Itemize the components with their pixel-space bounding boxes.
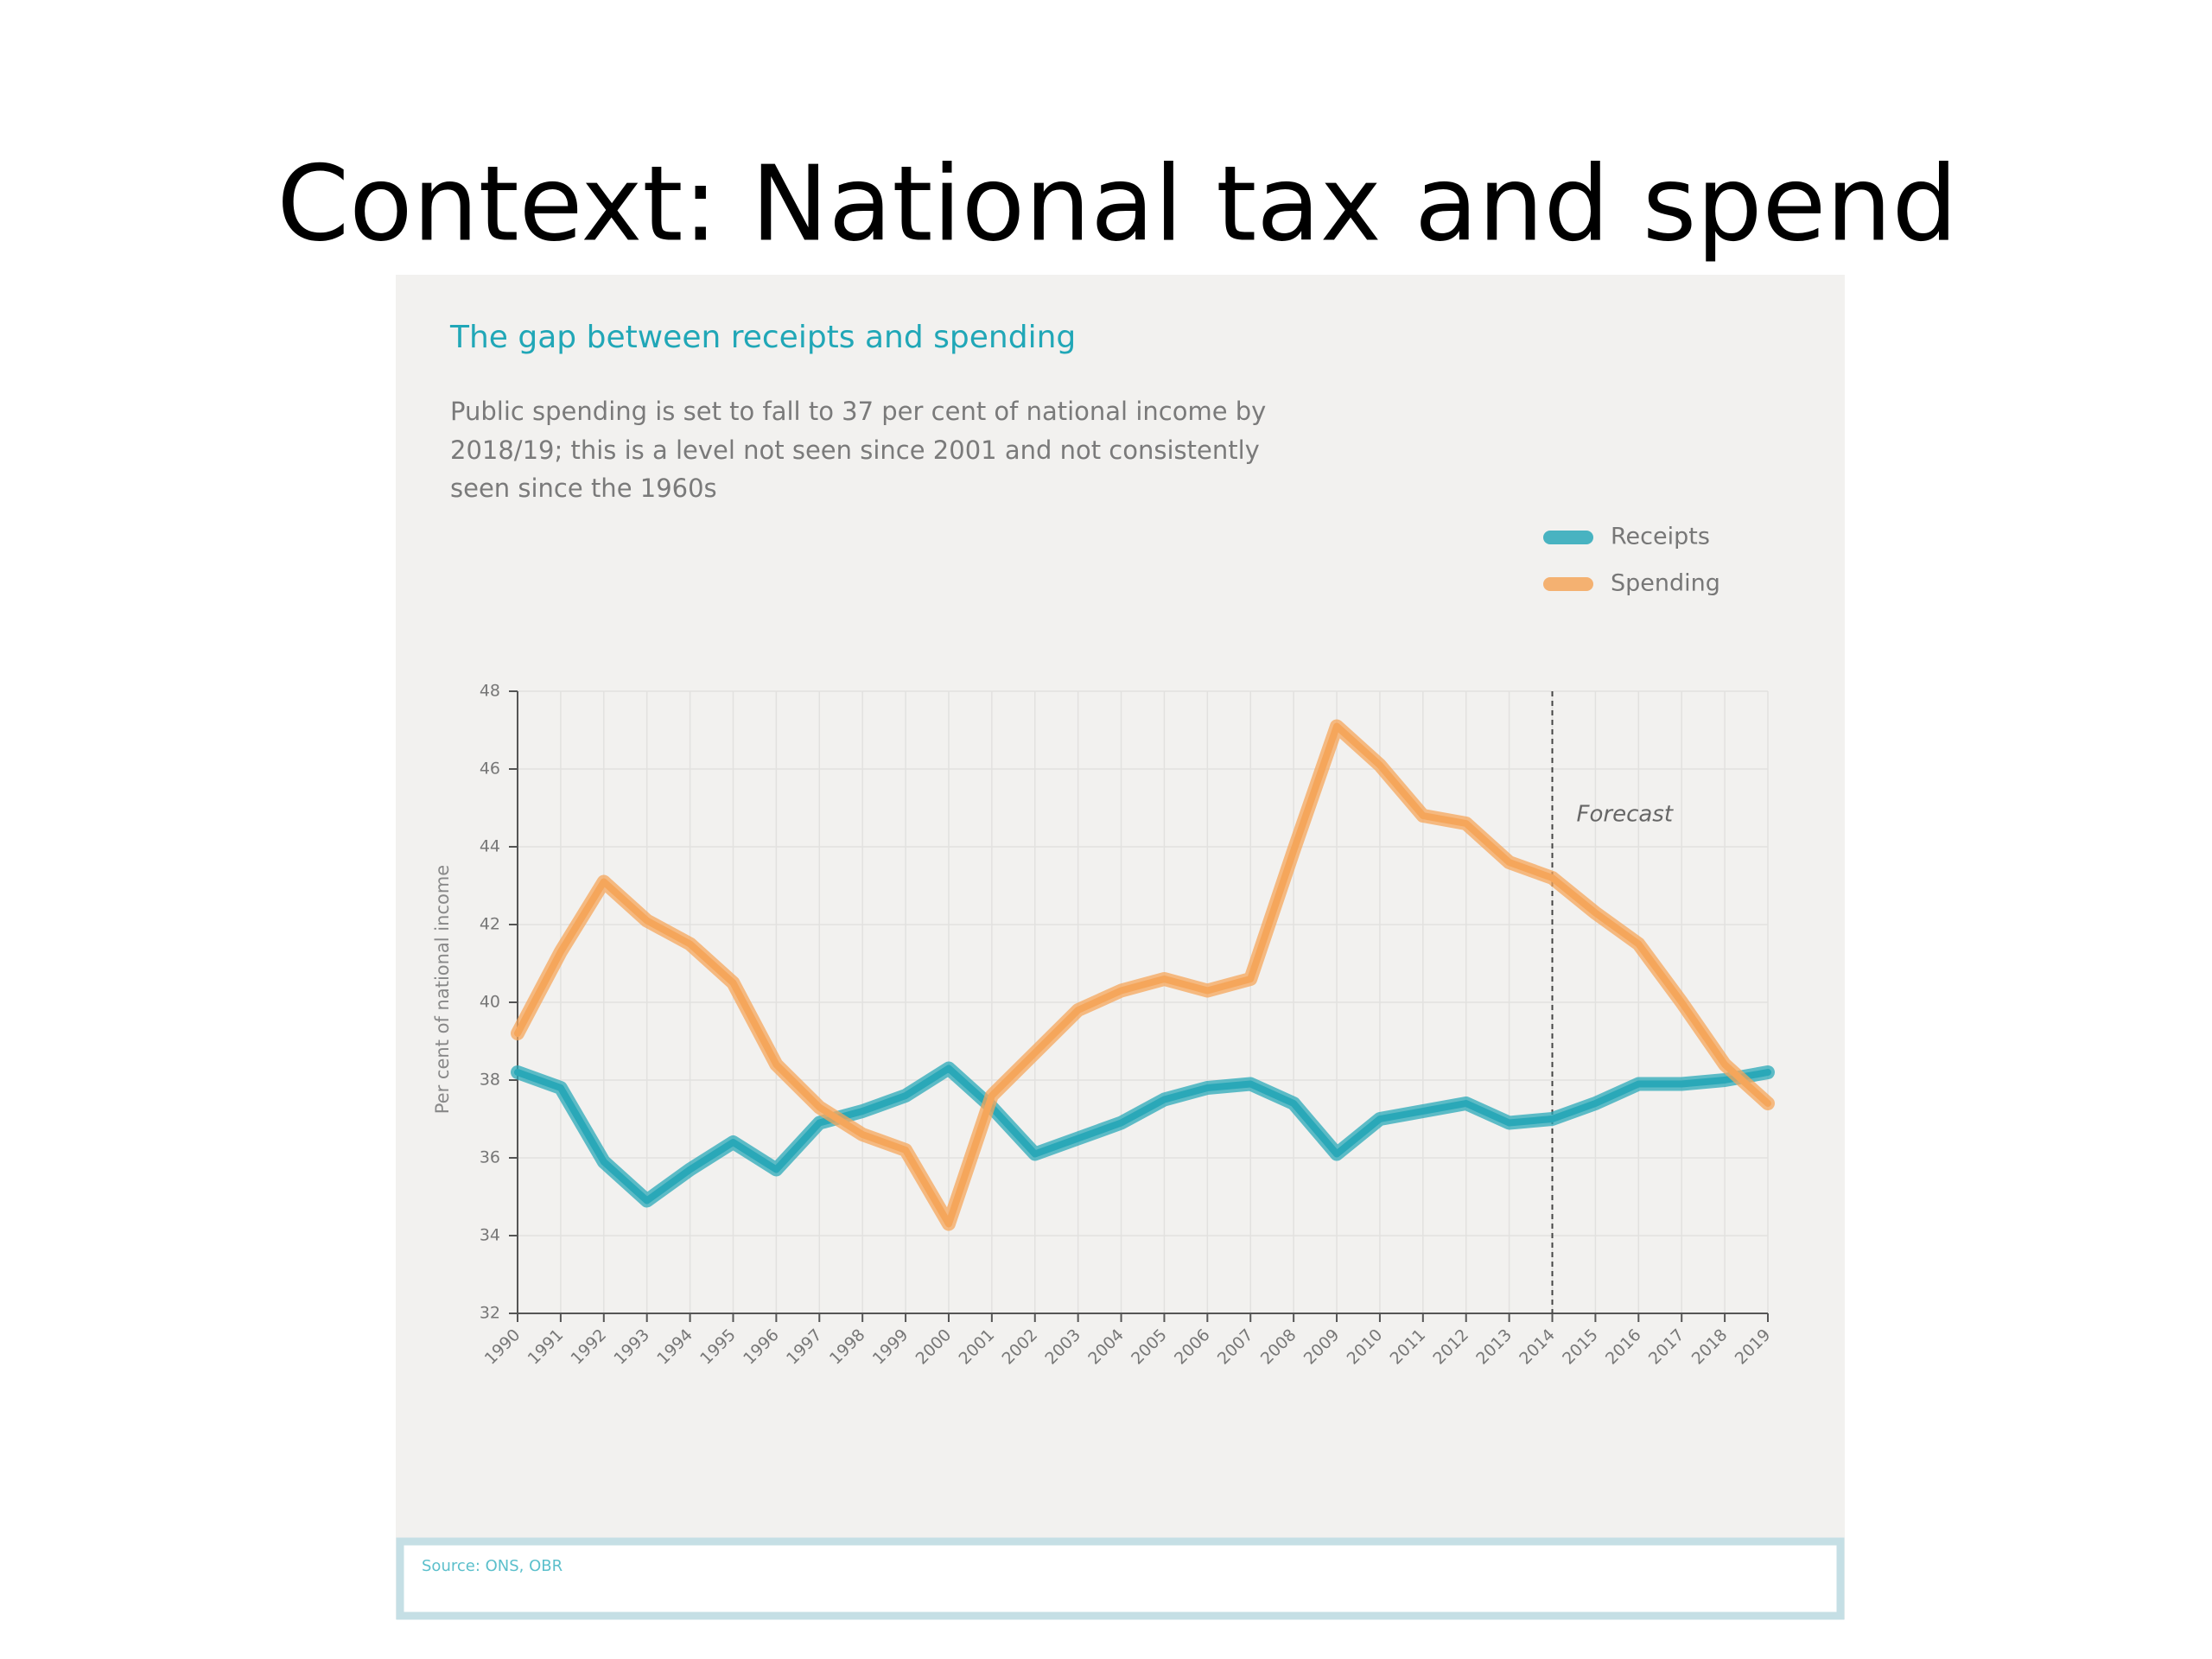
chart-subtitle: Public spending is set to fall to 37 per… bbox=[450, 397, 1266, 426]
y-tick-label: 44 bbox=[480, 837, 500, 856]
y-tick-label: 46 bbox=[480, 760, 500, 779]
y-tick-label: 40 bbox=[480, 993, 500, 1012]
legend-label: Spending bbox=[1611, 570, 1720, 597]
chart-title: The gap between receipts and spending bbox=[449, 320, 1076, 355]
y-tick-label: 38 bbox=[480, 1071, 500, 1090]
forecast-label: Forecast bbox=[1577, 802, 1674, 828]
y-axis-label: Per cent of national income bbox=[432, 865, 453, 1114]
y-tick-label: 34 bbox=[480, 1226, 500, 1245]
legend-label: Receipts bbox=[1611, 524, 1710, 550]
source-box bbox=[396, 1537, 1845, 1620]
source-note: Source: ONS, OBR bbox=[422, 1557, 563, 1575]
y-tick-label: 36 bbox=[480, 1148, 500, 1167]
slide-title: Context: National tax and spend bbox=[276, 145, 1957, 265]
y-tick-label: 42 bbox=[480, 915, 500, 934]
series-line-core bbox=[514, 1065, 1771, 1205]
y-tick-label: 48 bbox=[480, 682, 500, 701]
chart-subtitle: 2018/19; this is a level not seen since … bbox=[450, 435, 1260, 465]
y-tick-label: 32 bbox=[480, 1304, 500, 1323]
series-line-core bbox=[514, 722, 1771, 1228]
chart-panel bbox=[396, 275, 1845, 1619]
chart-subtitle: seen since the 1960s bbox=[450, 474, 717, 503]
